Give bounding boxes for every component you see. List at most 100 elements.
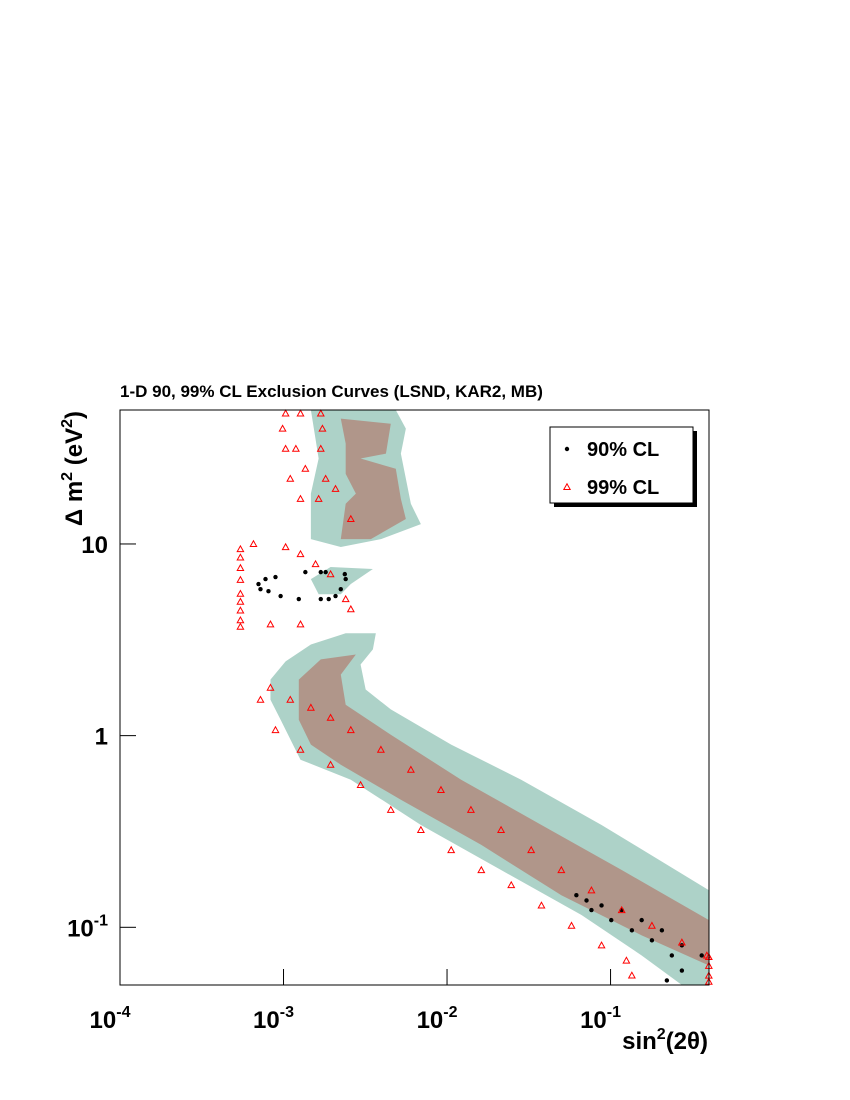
point	[507, 880, 516, 889]
point	[537, 901, 546, 909]
point	[406, 765, 415, 773]
point	[416, 825, 425, 834]
point	[318, 424, 327, 432]
point	[617, 905, 626, 914]
point	[341, 594, 350, 603]
point	[699, 953, 704, 958]
point	[256, 695, 265, 703]
point	[236, 597, 245, 605]
point	[326, 596, 331, 602]
point	[236, 622, 245, 630]
point	[659, 928, 665, 933]
point	[291, 444, 300, 452]
point	[296, 494, 305, 502]
region	[340, 418, 406, 540]
point	[669, 953, 675, 958]
point	[296, 745, 305, 753]
tick-label: 1	[95, 724, 108, 751]
point	[311, 559, 320, 568]
tick-base: 10	[253, 1007, 280, 1034]
point	[447, 845, 456, 854]
point	[677, 938, 686, 946]
point	[647, 921, 656, 929]
plot-frame	[119, 409, 710, 986]
tick-label: 10-2	[417, 1004, 458, 1034]
x-axis-title-part: sin	[622, 1028, 657, 1055]
point	[338, 586, 343, 592]
tick-label: 10	[81, 532, 108, 559]
point	[326, 569, 335, 578]
tick-label: 10-1	[67, 912, 108, 942]
point	[266, 683, 275, 691]
point	[477, 865, 486, 874]
point	[286, 474, 295, 482]
point	[273, 574, 278, 580]
point	[497, 825, 506, 834]
point	[527, 845, 536, 854]
point	[679, 968, 685, 973]
point	[664, 978, 670, 983]
point	[314, 494, 323, 502]
point	[278, 424, 287, 432]
point	[281, 542, 290, 551]
point	[386, 805, 395, 813]
point	[649, 938, 655, 943]
point	[584, 898, 589, 903]
legend-marker	[564, 446, 570, 452]
point	[236, 606, 245, 614]
point	[326, 713, 335, 721]
tick-exponent: -3	[280, 1004, 294, 1021]
y-axis-title: Δ m2 (eV2)	[59, 411, 88, 526]
point	[316, 409, 325, 417]
tick-base: 10	[90, 1007, 117, 1034]
point	[356, 780, 365, 789]
chart-title: 1-D 90, 99% CL Exclusion Curves (LSND, K…	[120, 382, 543, 401]
tick-base: 10	[67, 915, 94, 942]
regions	[270, 410, 709, 985]
point	[346, 604, 355, 613]
legend-label: 90% CL	[587, 439, 659, 461]
point	[318, 596, 323, 602]
point	[627, 971, 636, 979]
tick-exponent: -2	[443, 1004, 457, 1021]
point	[436, 785, 446, 793]
point	[343, 576, 348, 582]
point	[296, 596, 301, 602]
point	[296, 549, 305, 558]
point	[609, 917, 614, 923]
point	[316, 444, 325, 452]
legend-label: 99% CL	[587, 477, 659, 499]
point	[278, 593, 283, 599]
point	[574, 893, 579, 898]
point	[296, 620, 305, 628]
tick-exponent: -4	[116, 1004, 130, 1021]
point	[281, 409, 290, 417]
point	[266, 620, 275, 628]
x-axis-title-part: 2	[657, 1026, 666, 1043]
point	[296, 409, 305, 417]
point	[331, 484, 340, 492]
legend-box	[549, 426, 694, 504]
point	[639, 917, 644, 923]
point	[466, 805, 475, 813]
point	[318, 569, 323, 575]
point	[333, 593, 338, 599]
tick-exponent: -1	[607, 1004, 621, 1021]
point	[266, 588, 271, 594]
tick-label: 10-1	[580, 1004, 621, 1034]
region	[298, 654, 709, 966]
point	[249, 539, 258, 548]
legend: 90% CL 99% CL	[549, 426, 697, 507]
point	[301, 464, 310, 472]
point	[263, 576, 268, 582]
point	[597, 941, 606, 949]
point	[587, 886, 596, 894]
point	[326, 760, 335, 768]
point	[323, 569, 328, 575]
y-axis-title-part: 2	[59, 419, 76, 428]
point	[256, 581, 261, 587]
legend-marker	[562, 482, 572, 491]
tick-exponent: -1	[94, 912, 108, 929]
